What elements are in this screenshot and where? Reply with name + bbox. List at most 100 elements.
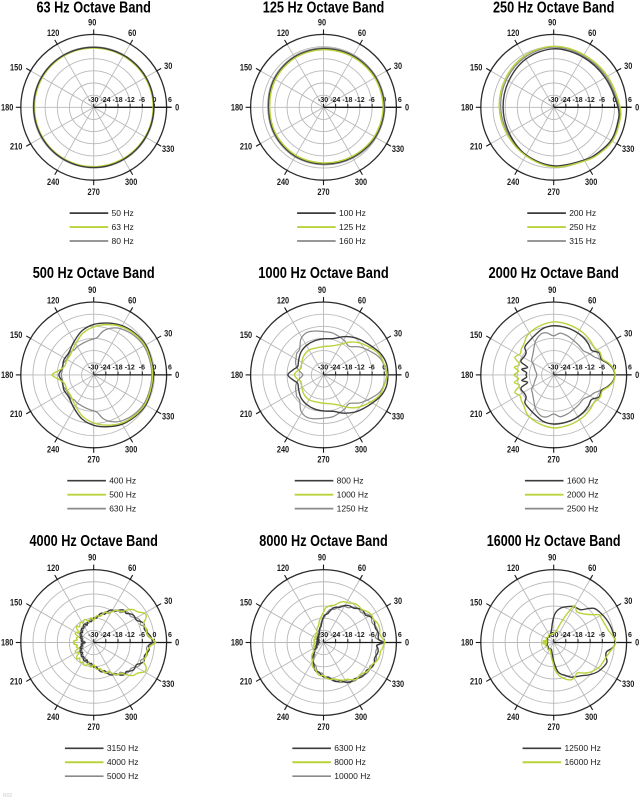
svg-text:180: 180 [461, 370, 473, 380]
svg-text:50 Hz: 50 Hz [112, 208, 134, 218]
svg-text:60: 60 [128, 563, 136, 573]
svg-text:8000 Hz Octave Band: 8000 Hz Octave Band [259, 533, 388, 550]
svg-text:-6: -6 [369, 632, 375, 639]
svg-text:240: 240 [47, 712, 59, 722]
svg-text:-18: -18 [573, 632, 583, 639]
svg-text:4000 Hz: 4000 Hz [107, 757, 139, 767]
svg-text:-18: -18 [342, 632, 352, 639]
svg-text:63 Hz Octave Band: 63 Hz Octave Band [36, 0, 151, 17]
svg-text:120: 120 [507, 28, 519, 38]
svg-text:150: 150 [240, 330, 252, 340]
svg-text:6: 6 [168, 365, 172, 372]
svg-text:120: 120 [507, 563, 519, 573]
svg-text:-30: -30 [318, 97, 328, 104]
svg-text:180: 180 [461, 638, 473, 648]
svg-text:330: 330 [392, 412, 404, 422]
svg-text:180: 180 [1, 102, 13, 112]
svg-text:-24: -24 [100, 365, 110, 372]
svg-text:240: 240 [507, 177, 519, 187]
svg-text:120: 120 [277, 28, 289, 38]
svg-text:270: 270 [548, 455, 560, 465]
svg-text:90: 90 [548, 285, 556, 295]
svg-text:500 Hz Octave Band: 500 Hz Octave Band [33, 265, 155, 282]
svg-text:-18: -18 [113, 632, 123, 639]
svg-text:0: 0 [635, 638, 639, 648]
svg-text:-30: -30 [548, 632, 558, 639]
svg-text:300: 300 [585, 712, 597, 722]
svg-text:330: 330 [392, 679, 404, 689]
svg-text:330: 330 [622, 412, 634, 422]
svg-text:210: 210 [10, 677, 22, 687]
svg-text:-18: -18 [113, 97, 123, 104]
svg-text:2000 Hz Octave Band: 2000 Hz Octave Band [488, 265, 619, 282]
svg-text:240: 240 [47, 177, 59, 187]
svg-text:-24: -24 [560, 97, 570, 104]
svg-text:180: 180 [461, 102, 473, 112]
svg-text:500 Hz: 500 Hz [109, 490, 136, 500]
svg-text:210: 210 [240, 141, 252, 151]
svg-text:16000 Hz: 16000 Hz [564, 757, 600, 767]
svg-text:0: 0 [405, 638, 409, 648]
svg-text:270: 270 [88, 455, 100, 465]
svg-text:210: 210 [470, 677, 482, 687]
svg-text:-30: -30 [88, 632, 98, 639]
svg-text:180: 180 [231, 638, 243, 648]
svg-text:5000 Hz: 5000 Hz [107, 771, 139, 781]
svg-text:0: 0 [152, 97, 156, 104]
svg-text:60: 60 [588, 28, 596, 38]
svg-text:-6: -6 [599, 632, 605, 639]
svg-text:6: 6 [398, 632, 402, 639]
svg-text:30: 30 [624, 61, 632, 71]
svg-text:-24: -24 [100, 632, 110, 639]
svg-text:-12: -12 [125, 632, 135, 639]
svg-text:-24: -24 [330, 632, 340, 639]
svg-text:-18: -18 [342, 97, 352, 104]
svg-text:0: 0 [635, 102, 639, 112]
svg-text:-18: -18 [573, 97, 583, 104]
svg-text:12500 Hz: 12500 Hz [564, 743, 600, 753]
svg-text:150: 150 [470, 598, 482, 608]
svg-text:30: 30 [164, 61, 172, 71]
svg-text:6: 6 [168, 97, 172, 104]
svg-text:90: 90 [548, 553, 556, 563]
svg-text:270: 270 [317, 455, 329, 465]
svg-text:0: 0 [175, 102, 179, 112]
svg-text:60: 60 [358, 296, 366, 306]
svg-text:800 Hz: 800 Hz [337, 476, 364, 486]
svg-text:240: 240 [277, 445, 289, 455]
svg-text:80 Hz: 80 Hz [112, 236, 134, 246]
svg-text:120: 120 [507, 296, 519, 306]
svg-text:630 Hz: 630 Hz [109, 504, 136, 514]
svg-text:150: 150 [470, 330, 482, 340]
svg-text:150: 150 [470, 62, 482, 72]
svg-text:6: 6 [628, 632, 632, 639]
svg-text:0: 0 [382, 365, 386, 372]
svg-text:240: 240 [47, 445, 59, 455]
svg-text:-30: -30 [548, 365, 558, 372]
svg-text:-6: -6 [599, 97, 605, 104]
svg-text:-12: -12 [125, 365, 135, 372]
svg-text:330: 330 [622, 144, 634, 154]
svg-text:3150 Hz: 3150 Hz [107, 743, 139, 753]
svg-text:90: 90 [318, 553, 326, 563]
svg-text:-12: -12 [354, 365, 364, 372]
svg-text:0: 0 [405, 102, 409, 112]
svg-text:270: 270 [88, 722, 100, 732]
svg-text:-6: -6 [599, 365, 605, 372]
svg-text:60: 60 [588, 563, 596, 573]
svg-text:125 Hz Octave Band: 125 Hz Octave Band [263, 0, 385, 17]
svg-text:1000 Hz Octave Band: 1000 Hz Octave Band [258, 265, 389, 282]
svg-text:90: 90 [88, 285, 96, 295]
svg-text:120: 120 [277, 563, 289, 573]
svg-text:300: 300 [355, 177, 367, 187]
svg-text:-24: -24 [560, 365, 570, 372]
svg-text:120: 120 [47, 28, 59, 38]
svg-text:-24: -24 [100, 97, 110, 104]
svg-text:-6: -6 [369, 365, 375, 372]
svg-text:270: 270 [548, 722, 560, 732]
svg-text:-12: -12 [354, 632, 364, 639]
svg-text:-6: -6 [139, 632, 145, 639]
svg-text:60: 60 [128, 28, 136, 38]
svg-text:180: 180 [231, 370, 243, 380]
svg-text:300: 300 [585, 445, 597, 455]
